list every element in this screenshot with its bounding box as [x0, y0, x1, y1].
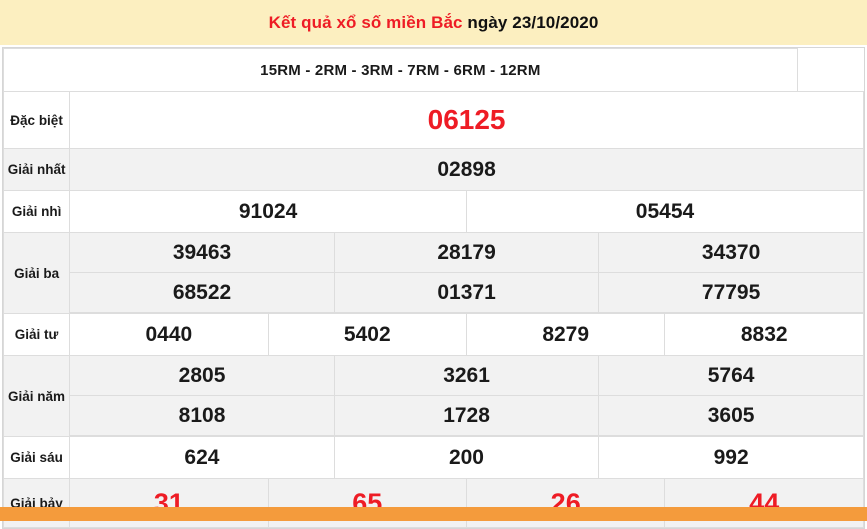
page-title-main: Kết quả xổ số miền Bắc [268, 12, 463, 32]
prize-value-giai-ba-5: 77795 [598, 272, 863, 313]
prize-label-dac-biet: Đặc biệt [2, 91, 71, 149]
footer-accent-bar [0, 507, 867, 521]
prize-label-giai-nam: Giải năm [2, 355, 71, 437]
lottery-codes: 15RM - 2RM - 3RM - 7RM - 6RM - 12RM [3, 48, 798, 92]
prize-label-giai-ba: Giải ba [2, 232, 71, 314]
prize-value-giai-nam-5: 3605 [598, 395, 863, 436]
prize-value-giai-sau-2: 992 [598, 436, 864, 479]
prize-value-giai-tu-3: 8832 [664, 313, 864, 356]
prize-value-giai-ba-3: 68522 [70, 272, 335, 313]
page-header: Kết quả xổ số miền Bắc ngày 23/10/2020 [0, 0, 867, 45]
prize-group-giai-ba: 39463 28179 34370 68522 01371 77795 [69, 232, 864, 314]
prize-value-dac-biet-0: 06125 [69, 91, 864, 149]
prize-value-giai-sau-0: 624 [69, 436, 335, 479]
prize-value-giai-tu-0: 0440 [69, 313, 269, 356]
prize-value-giai-nam-2: 5764 [598, 356, 863, 396]
giai-nam-grid: 2805 3261 5764 8108 1728 3605 [70, 356, 863, 436]
table-row-giai-ba: Giải ba 39463 28179 34370 68522 01371 77… [2, 232, 864, 314]
prize-value-giai-nam-4: 1728 [333, 395, 600, 436]
results-table: 15RM - 2RM - 3RM - 7RM - 6RM - 12RM Đặc … [2, 48, 865, 528]
prize-group-giai-nam: 2805 3261 5764 8108 1728 3605 [69, 355, 864, 437]
prize-value-giai-ba-4: 01371 [333, 272, 600, 313]
table-row-dac-biet: Đặc biệt 06125 [2, 91, 864, 149]
page-title-date: ngày 23/10/2020 [467, 12, 599, 32]
prize-value-giai-ba-1: 28179 [333, 233, 600, 273]
giai-ba-line-2: 68522 01371 77795 [70, 272, 863, 313]
prize-value-giai-sau-1: 200 [333, 436, 600, 479]
prize-value-giai-nhi-0: 91024 [69, 190, 467, 233]
prize-label-giai-tu: Giải tư [2, 313, 71, 356]
giai-nam-line-1: 2805 3261 5764 [70, 356, 863, 396]
prize-value-giai-tu-1: 5402 [267, 313, 467, 356]
prize-value-giai-tu-2: 8279 [465, 313, 666, 356]
prize-label-giai-sau: Giải sáu [2, 436, 71, 479]
prize-value-giai-nam-0: 2805 [70, 356, 335, 396]
table-row-giai-nam: Giải năm 2805 3261 5764 8108 1728 3605 [2, 355, 864, 437]
giai-ba-grid: 39463 28179 34370 68522 01371 77795 [70, 233, 863, 313]
prize-value-giai-ba-0: 39463 [70, 233, 335, 273]
results-table-container: 15RM - 2RM - 3RM - 7RM - 6RM - 12RM Đặc … [2, 47, 865, 529]
prize-value-giai-nhat-0: 02898 [69, 148, 864, 191]
giai-ba-line-1: 39463 28179 34370 [70, 233, 863, 273]
prize-value-giai-nam-3: 8108 [70, 395, 335, 436]
table-row-codes: 15RM - 2RM - 3RM - 7RM - 6RM - 12RM [3, 48, 864, 92]
giai-nam-line-2: 8108 1728 3605 [70, 395, 863, 436]
table-row-giai-sau: Giải sáu 624 200 992 [2, 436, 864, 479]
table-row-giai-nhi: Giải nhì 91024 05454 [2, 190, 865, 233]
prize-value-giai-nhi-1: 05454 [465, 190, 865, 233]
table-row-giai-nhat: Giải nhất 02898 [2, 148, 864, 191]
prize-value-giai-ba-2: 34370 [598, 233, 863, 273]
prize-label-giai-nhi: Giải nhì [2, 190, 71, 233]
prize-label-giai-nhat: Giải nhất [2, 148, 71, 191]
prize-value-giai-nam-1: 3261 [333, 356, 600, 396]
page-title: Kết quả xổ số miền Bắc ngày 23/10/2020 [269, 13, 599, 33]
table-row-giai-tu: Giải tư 0440 5402 8279 8832 [2, 313, 864, 356]
